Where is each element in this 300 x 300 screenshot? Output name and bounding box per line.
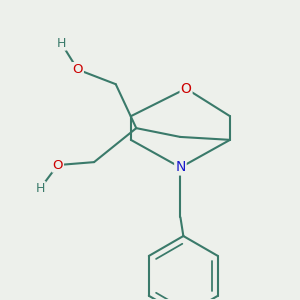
Text: O: O bbox=[181, 82, 191, 96]
Text: O: O bbox=[72, 63, 83, 76]
Text: H: H bbox=[57, 37, 66, 50]
Text: H: H bbox=[35, 182, 45, 195]
Text: N: N bbox=[175, 160, 186, 175]
Text: O: O bbox=[52, 159, 63, 172]
